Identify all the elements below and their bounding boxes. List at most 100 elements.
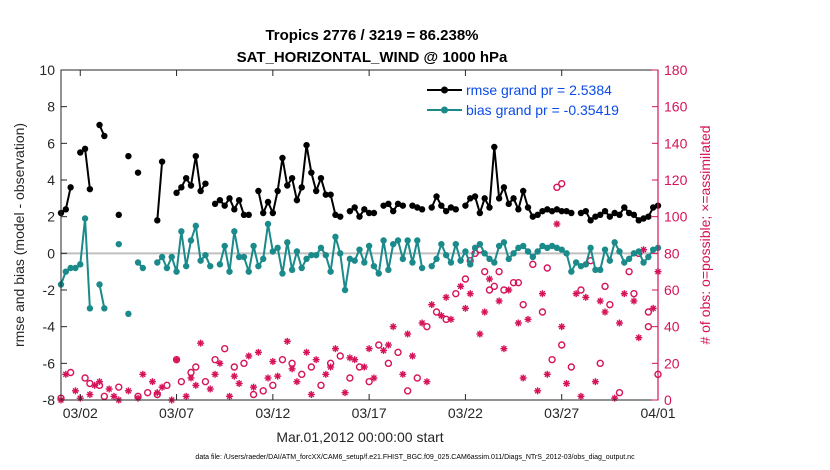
obs-assimilated-stroke [428, 301, 435, 308]
x-tick-label: 03/02 [63, 405, 98, 421]
bias-point [649, 246, 657, 253]
obs-assimilated-stroke [438, 312, 445, 319]
bias-point [337, 250, 344, 257]
bias-point [245, 268, 252, 275]
obs-assimilated-stroke [423, 378, 430, 385]
obs-assimilated-point [582, 293, 590, 301]
rmse-point [529, 213, 537, 220]
obs-assimilated-point [327, 363, 335, 371]
x-axis-label: Mar.01,2012 00:00:00 start [276, 429, 443, 445]
rmse-point [515, 206, 522, 213]
obs-assimilated-point [447, 315, 455, 323]
rmse-point [380, 202, 387, 209]
obs-assimilated-stroke [346, 354, 353, 361]
obs-assimilated-point [110, 392, 118, 400]
obs-assimilated-point [519, 374, 527, 382]
obs-possible-point [201, 377, 210, 386]
bias-point [298, 264, 305, 272]
rmse-point [346, 207, 354, 215]
rmse-point [587, 217, 594, 224]
rmse-point [621, 204, 628, 211]
rmse-point [491, 143, 498, 151]
obs-possible-point [461, 275, 470, 283]
rmse-point [467, 195, 474, 202]
rmse-point [211, 200, 219, 208]
y-right-tick-label: 140 [664, 135, 688, 151]
obs-assimilated-point [96, 378, 104, 386]
bias-point [346, 255, 354, 263]
obs-assimilated-point [389, 323, 397, 331]
obs-assimilated-stroke [173, 356, 180, 363]
obs-assimilated-stroke [183, 393, 190, 400]
obs-possible-point [630, 289, 638, 298]
legend-rmse-marker [441, 86, 448, 94]
obs-assimilated-point [288, 365, 296, 373]
obs-assimilated-stroke [245, 353, 252, 359]
obs-assimilated-point [187, 374, 195, 382]
obs-assimilated-point [500, 345, 508, 353]
rmse-point [442, 207, 450, 215]
rmse-point [255, 187, 262, 195]
rmse-point [548, 207, 556, 215]
bias-point [544, 244, 551, 252]
obs-assimilated-point [351, 356, 359, 364]
obs-assimilated-point [572, 290, 580, 298]
obs-assimilated-point [408, 352, 416, 360]
obs-possible-point [529, 260, 537, 269]
obs-assimilated-stroke [91, 382, 98, 389]
bias-point [173, 268, 180, 275]
obs-assimilated-point [62, 370, 70, 378]
obs-assimilated-point [596, 297, 604, 305]
obs-assimilated-point [370, 374, 378, 382]
obs-possible-point [423, 322, 431, 331]
obs-assimilated-stroke [592, 378, 599, 385]
bias-point [592, 266, 599, 274]
bias-point [264, 220, 272, 228]
obs-assimilated-stroke [404, 331, 411, 337]
obs-possible-point [192, 363, 200, 371]
obs-assimilated-stroke [380, 347, 387, 354]
obs-assimilated-stroke [216, 360, 223, 367]
obs-assimilated-point [418, 319, 426, 327]
bias-point [418, 264, 426, 272]
bias-point [606, 257, 614, 264]
obs-assimilated-stroke [553, 221, 560, 227]
bias-point [341, 286, 349, 294]
rmse-series [57, 121, 662, 224]
bias-point [442, 251, 450, 259]
obs-assimilated-point [620, 290, 628, 298]
rmse-point [356, 213, 363, 220]
obs-assimilated-point [254, 348, 262, 356]
obs-assimilated-stroke [597, 298, 604, 304]
obs-assimilated-stroke [274, 373, 281, 380]
rmse-point [226, 195, 233, 202]
bias-point [231, 228, 238, 235]
rmse-point [495, 195, 503, 202]
rmse-point [640, 215, 647, 222]
bias-point [274, 244, 281, 252]
rmse-point [96, 121, 103, 129]
rmse-point [154, 217, 161, 224]
obs-assimilated-stroke [106, 386, 113, 392]
bias-point [611, 239, 618, 246]
bias-point [491, 259, 498, 266]
x-tick-label: 03/07 [159, 405, 194, 421]
bias-point [380, 237, 387, 244]
bias-point [96, 281, 103, 288]
rmse-point [269, 209, 277, 217]
obs-assimilated-stroke [96, 378, 103, 385]
x-tick-label: 03/12 [255, 405, 290, 421]
obs-assimilated-stroke [149, 378, 156, 385]
obs-assimilated-stroke [62, 371, 69, 378]
obs-possible-point [346, 374, 354, 382]
obs-possible-point [375, 341, 383, 349]
obs-assimilated-point [182, 392, 190, 400]
obs-assimilated-point [303, 348, 311, 356]
rmse-point [67, 184, 74, 191]
obs-assimilated-point [649, 304, 657, 312]
bias-point [553, 244, 561, 252]
obs-assimilated-point [197, 339, 205, 347]
bias-point [625, 255, 633, 263]
obs-assimilated-point [457, 282, 465, 290]
rmse-point [245, 211, 252, 219]
